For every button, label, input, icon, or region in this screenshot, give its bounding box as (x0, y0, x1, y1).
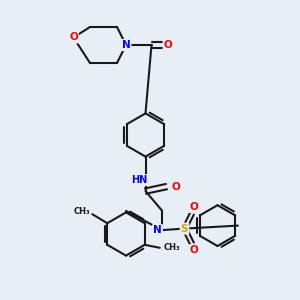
Text: O: O (164, 40, 172, 50)
Text: S: S (181, 224, 188, 234)
Text: O: O (69, 32, 78, 43)
Text: O: O (190, 245, 199, 255)
Text: O: O (171, 182, 180, 192)
Text: CH₃: CH₃ (164, 243, 180, 252)
Text: HN: HN (131, 175, 147, 185)
Text: O: O (190, 202, 199, 212)
Text: N: N (122, 40, 130, 50)
Text: CH₃: CH₃ (74, 207, 90, 216)
Text: N: N (153, 225, 162, 235)
